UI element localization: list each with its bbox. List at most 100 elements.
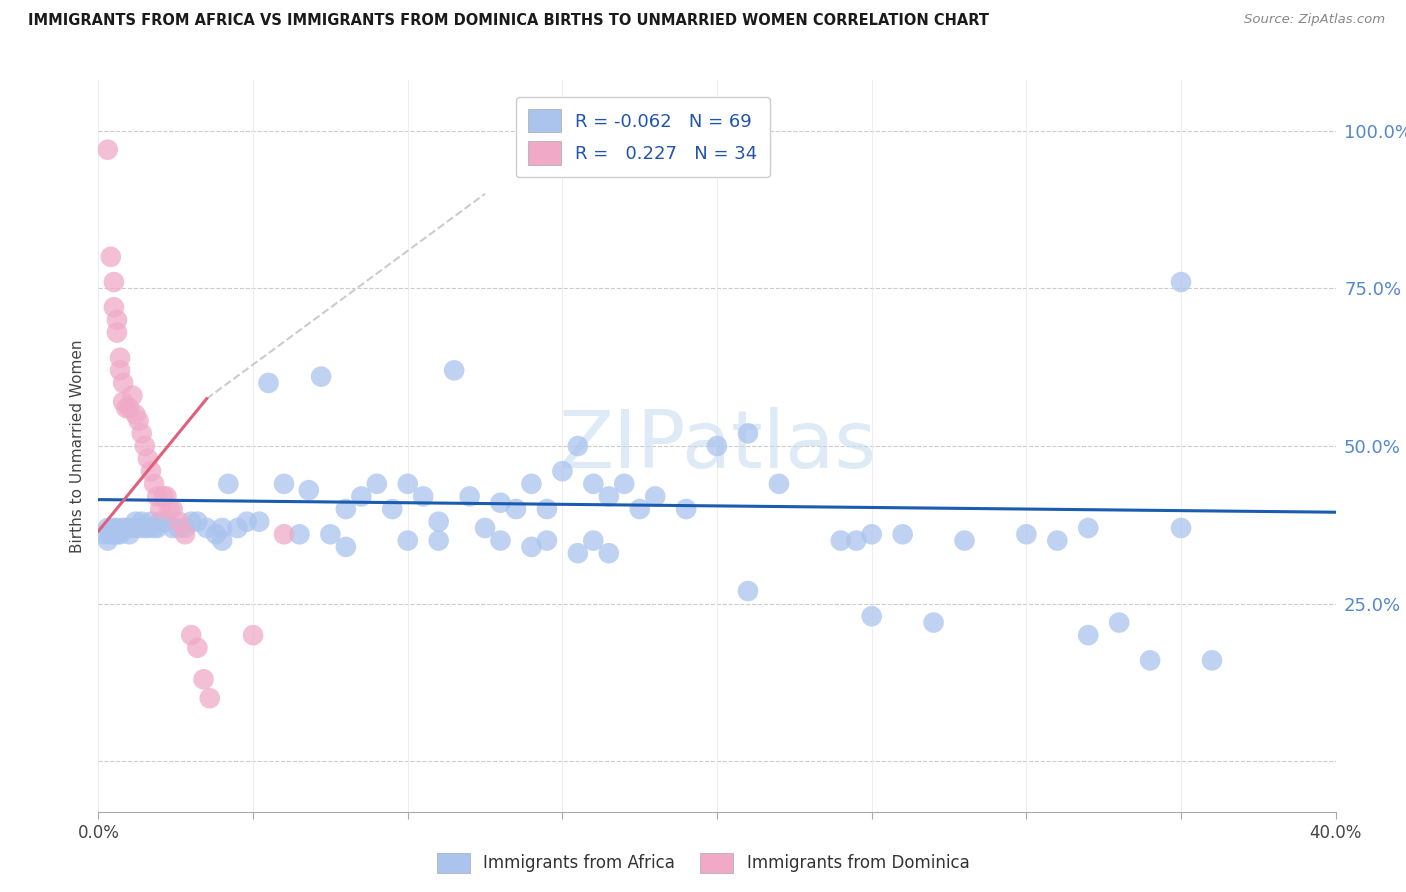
Point	[112, 376, 135, 390]
Point	[860, 527, 883, 541]
Point	[97, 533, 120, 548]
Point	[845, 533, 868, 548]
Point	[131, 515, 153, 529]
Point	[205, 527, 228, 541]
Point	[105, 521, 128, 535]
Legend: Immigrants from Africa, Immigrants from Dominica: Immigrants from Africa, Immigrants from …	[430, 847, 976, 880]
Point	[159, 502, 181, 516]
Point	[598, 546, 620, 560]
Point	[1170, 275, 1192, 289]
Point	[100, 527, 122, 541]
Point	[628, 502, 651, 516]
Point	[350, 490, 373, 504]
Point	[134, 439, 156, 453]
Point	[143, 476, 166, 491]
Point	[167, 515, 190, 529]
Point	[198, 691, 221, 706]
Point	[335, 540, 357, 554]
Point	[118, 527, 141, 541]
Point	[174, 527, 197, 541]
Point	[97, 521, 120, 535]
Y-axis label: Births to Unmarried Women: Births to Unmarried Women	[69, 339, 84, 553]
Text: ZIPatlas: ZIPatlas	[558, 407, 876, 485]
Point	[520, 540, 543, 554]
Point	[112, 395, 135, 409]
Point	[366, 476, 388, 491]
Point	[737, 584, 759, 599]
Point	[193, 673, 215, 687]
Point	[242, 628, 264, 642]
Point	[152, 490, 174, 504]
Point	[155, 490, 177, 504]
Text: Source: ZipAtlas.com: Source: ZipAtlas.com	[1244, 13, 1385, 27]
Point	[396, 533, 419, 548]
Point	[162, 521, 184, 535]
Point	[536, 533, 558, 548]
Point	[1077, 628, 1099, 642]
Point	[1108, 615, 1130, 630]
Point	[953, 533, 976, 548]
Point	[108, 351, 131, 365]
Point	[1046, 533, 1069, 548]
Point	[335, 502, 357, 516]
Point	[155, 515, 177, 529]
Point	[139, 515, 162, 529]
Point	[136, 451, 159, 466]
Point	[167, 521, 190, 535]
Point	[131, 426, 153, 441]
Point	[582, 533, 605, 548]
Point	[922, 615, 945, 630]
Point	[128, 521, 150, 535]
Point	[412, 490, 434, 504]
Point	[186, 640, 208, 655]
Point	[505, 502, 527, 516]
Point	[1201, 653, 1223, 667]
Point	[143, 521, 166, 535]
Point	[180, 628, 202, 642]
Point	[830, 533, 852, 548]
Point	[1139, 653, 1161, 667]
Point	[134, 521, 156, 535]
Point	[118, 401, 141, 416]
Point	[162, 502, 184, 516]
Point	[273, 527, 295, 541]
Point	[520, 476, 543, 491]
Point	[536, 502, 558, 516]
Point	[381, 502, 404, 516]
Point	[1015, 527, 1038, 541]
Point	[319, 527, 342, 541]
Point	[97, 143, 120, 157]
Point	[115, 521, 138, 535]
Point	[1170, 521, 1192, 535]
Point	[195, 521, 218, 535]
Point	[567, 546, 589, 560]
Point	[112, 521, 135, 535]
Point	[1077, 521, 1099, 535]
Point	[396, 476, 419, 491]
Point	[103, 300, 125, 314]
Point	[211, 533, 233, 548]
Point	[103, 275, 125, 289]
Point	[675, 502, 697, 516]
Text: IMMIGRANTS FROM AFRICA VS IMMIGRANTS FROM DOMINICA BIRTHS TO UNMARRIED WOMEN COR: IMMIGRANTS FROM AFRICA VS IMMIGRANTS FRO…	[28, 13, 988, 29]
Point	[247, 515, 270, 529]
Point	[149, 515, 172, 529]
Point	[273, 476, 295, 491]
Point	[100, 250, 122, 264]
Point	[551, 464, 574, 478]
Point	[236, 515, 259, 529]
Point	[108, 363, 131, 377]
Point	[474, 521, 496, 535]
Point	[443, 363, 465, 377]
Point	[309, 369, 332, 384]
Point	[146, 490, 169, 504]
Point	[613, 476, 636, 491]
Point	[211, 521, 233, 535]
Point	[891, 527, 914, 541]
Point	[860, 609, 883, 624]
Point	[427, 515, 450, 529]
Point	[489, 496, 512, 510]
Point	[121, 521, 143, 535]
Point	[288, 527, 311, 541]
Point	[298, 483, 321, 497]
